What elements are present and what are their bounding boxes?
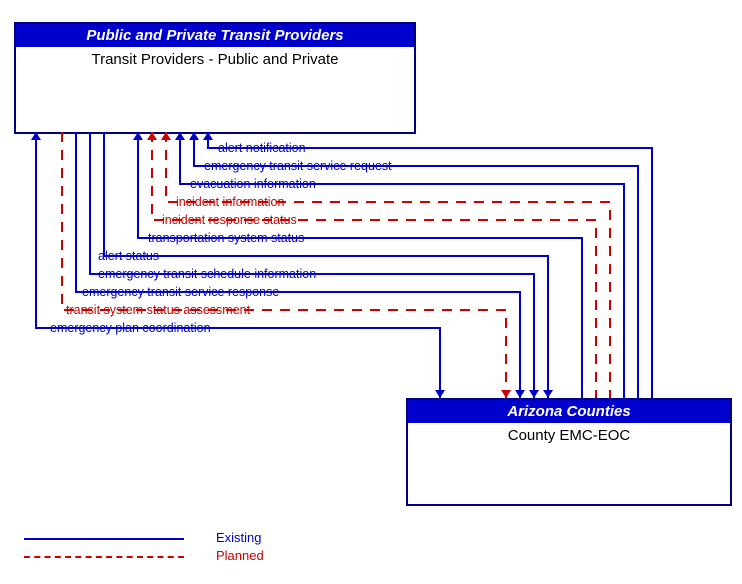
flow-label: alert notification bbox=[218, 141, 306, 155]
legend-existing-line bbox=[24, 538, 184, 540]
flow-label: transportation system status bbox=[148, 231, 304, 245]
flow-line bbox=[152, 132, 596, 398]
flow-label: transit system status assessment bbox=[66, 303, 251, 317]
flow-line bbox=[104, 132, 548, 398]
flow-label: emergency transit schedule information bbox=[98, 267, 316, 281]
flow-line bbox=[62, 132, 506, 398]
flow-label: emergency plan coordination bbox=[50, 321, 211, 335]
box-county-emc-eoc: Arizona Counties County EMC-EOC bbox=[406, 398, 732, 506]
flow-line bbox=[36, 132, 440, 398]
flow-label: incident information bbox=[176, 195, 284, 209]
box-transit-providers-title: Transit Providers - Public and Private bbox=[16, 47, 414, 72]
flow-line bbox=[208, 132, 652, 398]
flow-line bbox=[76, 132, 520, 398]
legend-existing-label: Existing bbox=[216, 530, 262, 545]
box-transit-providers: Public and Private Transit Providers Tra… bbox=[14, 22, 416, 134]
flow-label: emergency transit service request bbox=[204, 159, 392, 173]
box-transit-providers-header: Public and Private Transit Providers bbox=[16, 24, 414, 47]
box-county-emc-eoc-title: County EMC-EOC bbox=[408, 423, 730, 448]
legend-planned-line bbox=[24, 556, 184, 558]
flow-label: alert status bbox=[98, 249, 159, 263]
flow-line bbox=[180, 132, 624, 398]
flow-label: incident response status bbox=[162, 213, 297, 227]
legend-planned-label: Planned bbox=[216, 548, 264, 563]
flow-label: emergency transit service response bbox=[82, 285, 279, 299]
flow-line bbox=[138, 132, 582, 398]
flow-line bbox=[90, 132, 534, 398]
flow-line bbox=[166, 132, 610, 398]
flow-line bbox=[194, 132, 638, 398]
box-county-emc-eoc-header: Arizona Counties bbox=[408, 400, 730, 423]
flow-label: evacuation information bbox=[190, 177, 316, 191]
